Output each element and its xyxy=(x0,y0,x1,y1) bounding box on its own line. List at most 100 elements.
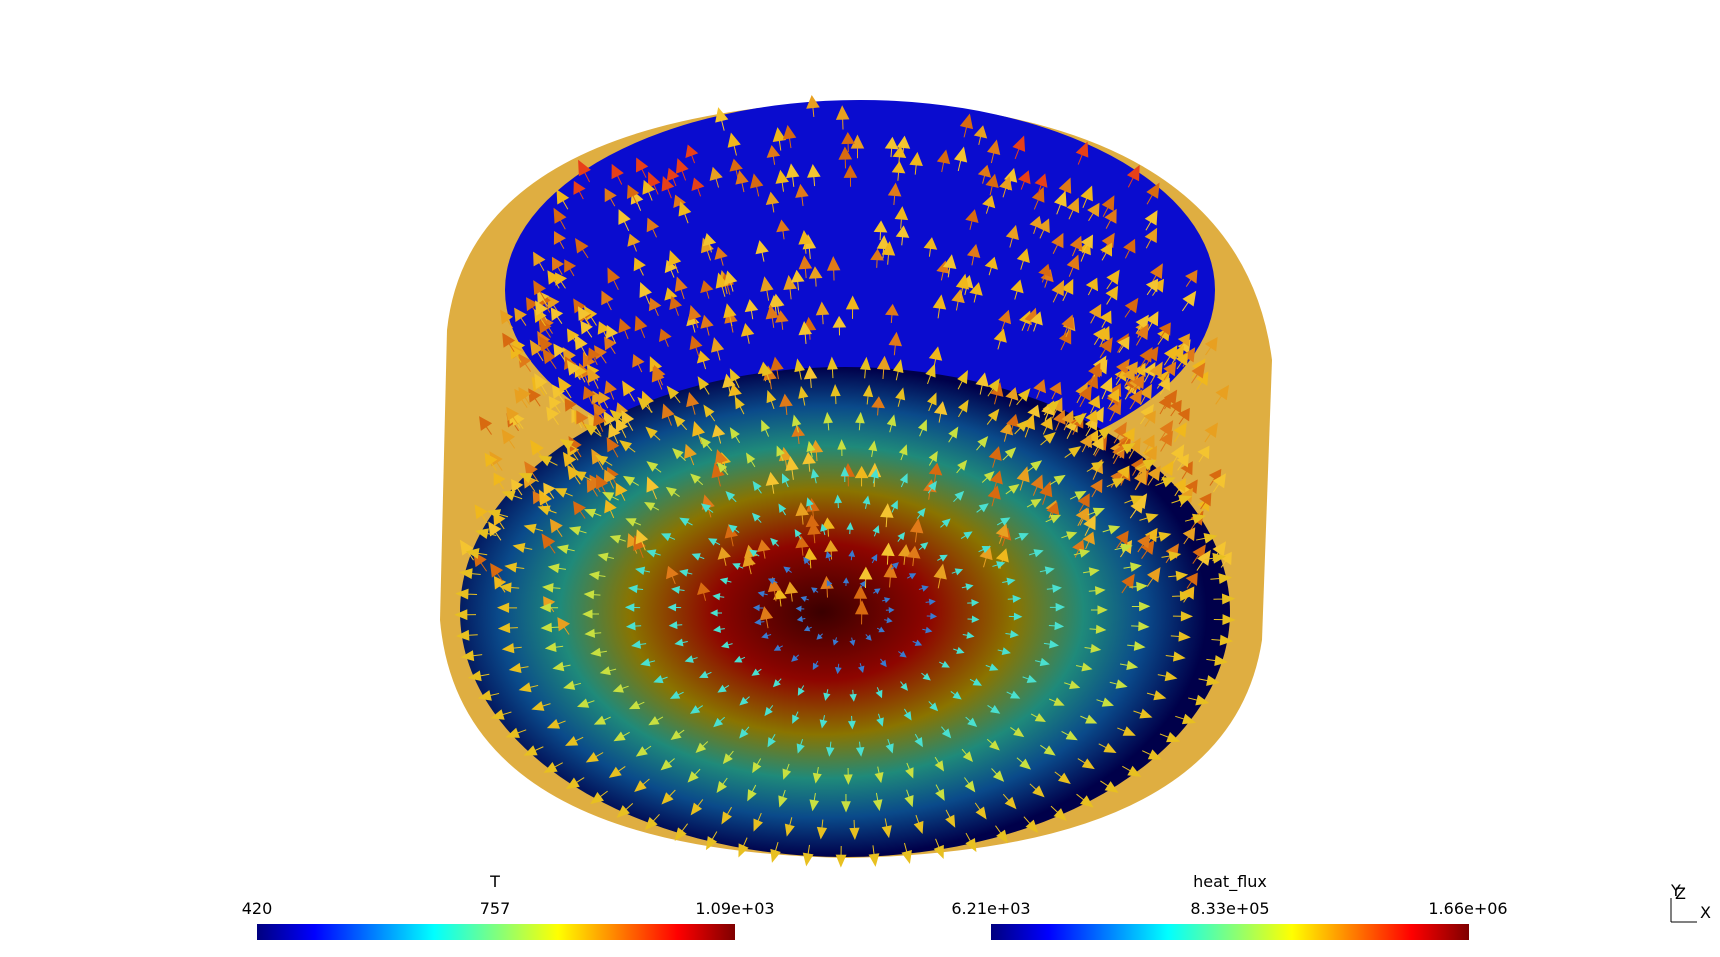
arrow-glyph xyxy=(691,553,705,561)
arrow-glyph xyxy=(1043,399,1060,416)
arrow-glyph xyxy=(759,606,774,629)
arrow-glyph xyxy=(648,716,664,726)
colorbar-title: T xyxy=(489,872,500,891)
colorbar-label: 1.09e+03 xyxy=(695,899,774,918)
arrow-glyph xyxy=(849,689,857,702)
arrow-glyph xyxy=(1030,474,1044,496)
arrow-glyph xyxy=(564,259,577,277)
arrow-glyph xyxy=(823,411,833,431)
arrow-glyph xyxy=(497,622,518,634)
arrow-glyph xyxy=(674,276,688,300)
arrow-glyph xyxy=(547,563,567,574)
arrow-glyph xyxy=(583,590,601,600)
arrow-glyph xyxy=(1005,484,1020,495)
arrow-glyph xyxy=(531,701,551,711)
arrow-glyph xyxy=(1113,421,1127,444)
arrow-glyph xyxy=(960,531,973,540)
arrow-glyph xyxy=(606,437,620,458)
arrow-glyph xyxy=(859,580,866,589)
arrow-glyph xyxy=(1006,690,1021,699)
arrow-glyph xyxy=(797,685,805,696)
arrow-glyph xyxy=(873,588,881,595)
arrow-glyph xyxy=(895,387,906,407)
arrow-glyph xyxy=(1122,366,1135,387)
arrow-glyph xyxy=(1029,311,1043,332)
arrow-glyph xyxy=(827,356,838,379)
arrow-glyph xyxy=(898,444,908,461)
arrow-glyph xyxy=(1087,507,1105,517)
arrow-glyph xyxy=(765,191,780,213)
arrow-glyph xyxy=(635,529,649,551)
arrow-glyph xyxy=(816,633,823,640)
arrow-glyph xyxy=(612,683,629,693)
arrow-glyph xyxy=(754,618,765,626)
arrow-glyph xyxy=(785,455,799,480)
arrow-glyph xyxy=(608,424,621,444)
arrow-glyph xyxy=(939,660,950,668)
arrow-glyph xyxy=(928,450,938,466)
arrow-glyph xyxy=(671,585,685,594)
arrow-glyph xyxy=(909,151,923,175)
arrow-glyph xyxy=(1077,493,1090,513)
arrow-glyph xyxy=(770,356,784,380)
arrow-glyph xyxy=(1005,387,1019,407)
arrow-glyph xyxy=(1100,242,1113,261)
arrow-glyph xyxy=(500,309,514,329)
arrow-glyph xyxy=(904,789,914,808)
arrow-glyph xyxy=(549,518,563,537)
arrow-glyph xyxy=(1002,577,1016,586)
arrow-glyph xyxy=(550,307,564,324)
arrow-glyph xyxy=(1090,478,1103,498)
arrow-glyph xyxy=(772,127,787,151)
arrow-glyph xyxy=(668,250,682,274)
arrow-glyph xyxy=(546,406,560,425)
arrow-glyph xyxy=(798,255,813,279)
arrow-glyph xyxy=(622,475,639,486)
arrow-glyph xyxy=(873,220,888,241)
arrow-glyph xyxy=(590,647,607,657)
arrow-glyph xyxy=(912,639,923,646)
arrow-glyph xyxy=(782,124,797,149)
arrow-glyph xyxy=(890,500,898,513)
arrow-glyph xyxy=(918,585,929,592)
arrow-glyph xyxy=(1064,680,1081,690)
arrow-glyph xyxy=(802,451,816,472)
arrow-glyph xyxy=(1123,562,1142,572)
arrow-glyph xyxy=(590,790,608,805)
arrow-glyph xyxy=(897,532,906,542)
arrow-glyph xyxy=(1061,730,1078,741)
arrow-glyph xyxy=(1139,383,1152,406)
arrow-glyph xyxy=(553,343,566,361)
arrow-glyph xyxy=(604,499,617,519)
arrow-glyph xyxy=(1112,443,1125,465)
arrow-glyph xyxy=(973,125,988,145)
arrow-glyph xyxy=(933,838,944,859)
arrow-glyph xyxy=(1033,379,1047,399)
arrow-glyph xyxy=(821,517,835,537)
arrow-glyph xyxy=(587,367,601,389)
arrow-glyph xyxy=(551,384,565,403)
arrow-glyph xyxy=(925,363,936,385)
arrow-glyph xyxy=(956,459,968,474)
arrow-glyph xyxy=(648,297,662,317)
arrow-glyph xyxy=(1147,465,1161,486)
arrow-glyph xyxy=(1101,195,1115,217)
arrow-glyph xyxy=(791,654,800,662)
arrow-glyph xyxy=(467,670,490,682)
arrow-glyph xyxy=(1172,611,1194,622)
arrow-glyph xyxy=(631,640,647,649)
arrow-glyph xyxy=(1115,530,1129,549)
arrow-glyph xyxy=(1117,726,1136,736)
arrow-glyph xyxy=(1137,534,1150,553)
arrow-glyph xyxy=(942,254,957,278)
arrow-glyph xyxy=(1029,215,1043,234)
arrow-glyph xyxy=(615,417,629,438)
arrow-glyph xyxy=(613,731,630,742)
arrow-glyph xyxy=(791,414,802,433)
arrow-glyph xyxy=(857,662,865,673)
arrow-glyph xyxy=(1151,531,1172,542)
arrow-glyph xyxy=(957,369,968,390)
arrow-glyph xyxy=(967,615,980,623)
arrow-glyph xyxy=(1123,238,1136,259)
arrow-glyph xyxy=(1061,314,1075,336)
